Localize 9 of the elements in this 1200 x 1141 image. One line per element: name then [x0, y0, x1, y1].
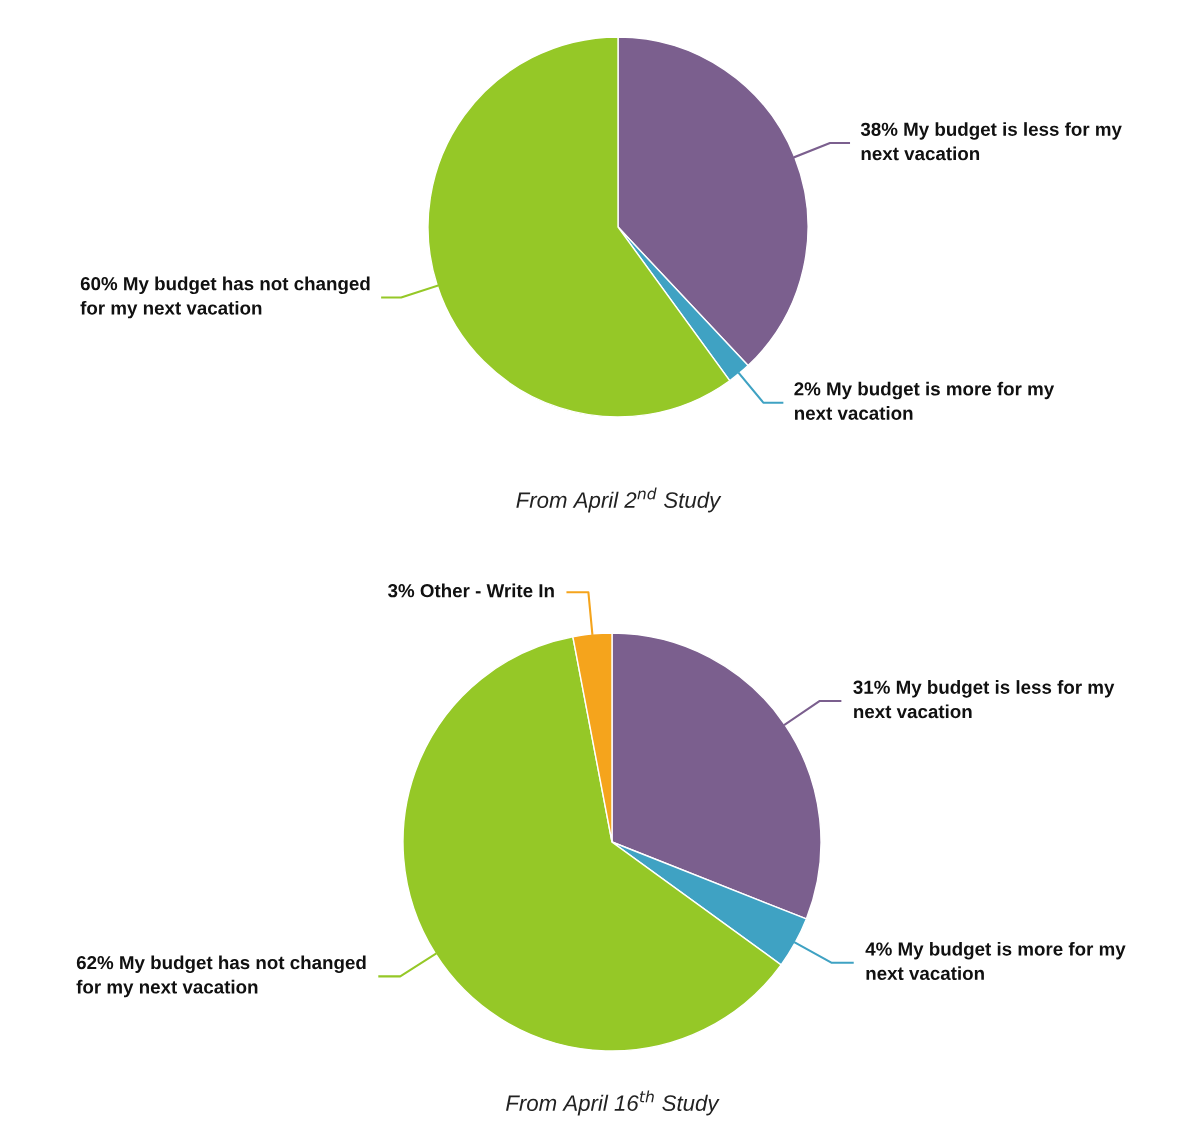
slice-label: 38% My budget is less for my next vacation	[860, 122, 1122, 161]
slice-label: 2% My budget is more for my next vacation	[794, 381, 1055, 420]
slice-label: 4% My budget is more for my next vacation	[865, 941, 1126, 981]
slice-label: 3% Other - Write In	[388, 583, 554, 598]
text: From April 16$^{th}$ Study	[506, 1090, 720, 1116]
slice-label: 62% My budget has not changed for my next vacation	[76, 955, 366, 998]
slice-label: 31% My budget is less for my next vacation	[853, 680, 1115, 719]
slice-label: 60% My budget has not changed for my next vacation	[80, 276, 370, 319]
text: From April 2$^{nd}$ Study	[516, 487, 722, 513]
